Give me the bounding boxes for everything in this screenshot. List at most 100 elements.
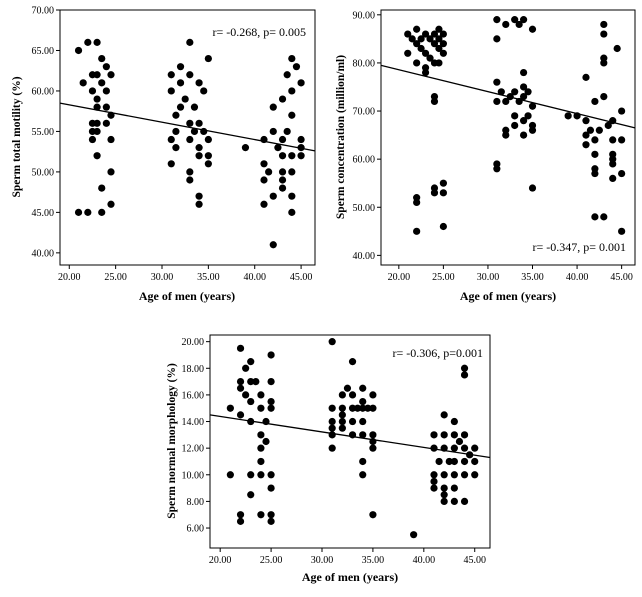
data-point <box>604 121 612 130</box>
data-point <box>519 16 528 24</box>
data-point <box>88 87 97 95</box>
data-point <box>98 54 106 63</box>
correlation-annotation: r= -0.306, p=0.001 <box>392 346 483 360</box>
data-point <box>260 135 268 144</box>
data-point <box>440 471 448 479</box>
data-point <box>186 71 194 79</box>
data-point <box>288 54 296 63</box>
data-point <box>524 112 532 120</box>
data-point <box>435 59 443 67</box>
x-axis-label: Age of men (years) <box>460 289 556 303</box>
data-point <box>430 30 439 38</box>
data-point <box>460 371 469 379</box>
y-tick-label: 20.00 <box>182 337 205 348</box>
data-point <box>439 40 447 48</box>
data-point <box>195 119 203 127</box>
data-point <box>430 477 438 486</box>
plot-frame <box>209 334 491 549</box>
data-point <box>591 213 599 221</box>
data-point <box>618 136 626 144</box>
data-point <box>265 168 273 176</box>
x-tick-label: 45.00 <box>610 272 633 283</box>
data-point <box>283 127 291 136</box>
data-point <box>613 44 621 53</box>
data-point <box>460 444 469 452</box>
chart-panel-motility: 20.00 25.00 30.00 35.00 40.00 45.00 40.00 45.00… <box>11 6 316 303</box>
data-point <box>435 44 443 53</box>
data-point <box>609 160 617 168</box>
data-point <box>430 189 439 197</box>
data-point <box>98 208 106 216</box>
data-point <box>278 95 287 103</box>
tick-layer: 20.00 25.00 30.00 35.00 40.00 45.00 40.00 45.00… <box>32 6 313 284</box>
data-point <box>519 117 528 125</box>
chart-panel-concentration: 20.00 25.00 30.00 35.00 40.00 45.00 40.00 50.00… <box>335 9 636 303</box>
data-point <box>267 517 275 525</box>
points-layer <box>404 16 626 235</box>
y-tick-label: 40.00 <box>353 251 376 262</box>
chart-panel-morphology: 20.00 25.00 30.00 35.00 40.00 45.00 6.00 8.00 10… <box>166 334 491 584</box>
data-point <box>573 112 581 120</box>
data-point <box>410 531 418 539</box>
data-point <box>102 87 110 95</box>
x-tick-label: 20.00 <box>58 272 81 283</box>
data-point <box>439 30 447 38</box>
data-point <box>359 397 367 406</box>
data-point <box>506 93 514 101</box>
data-point <box>195 200 203 208</box>
data-point <box>204 152 212 160</box>
y-tick-label: 45.00 <box>32 208 55 219</box>
data-point <box>190 127 199 136</box>
data-point <box>460 431 469 439</box>
data-point <box>430 444 438 452</box>
data-point <box>176 103 185 111</box>
data-point <box>348 404 357 412</box>
data-point <box>369 437 377 446</box>
data-point <box>421 49 430 57</box>
x-tick-label: 20.00 <box>388 272 411 283</box>
data-point <box>338 417 346 426</box>
data-point <box>354 404 362 412</box>
data-point <box>107 200 115 208</box>
data-point <box>430 471 438 479</box>
data-point <box>176 79 185 87</box>
data-point <box>204 54 212 63</box>
data-point <box>278 135 287 144</box>
data-point <box>269 103 277 111</box>
data-point <box>107 71 115 79</box>
x-axis-label: Age of men (years) <box>302 570 398 584</box>
data-point <box>471 444 479 452</box>
data-point <box>413 40 421 48</box>
data-point <box>564 112 572 120</box>
data-point <box>167 71 175 79</box>
data-point <box>278 152 287 160</box>
data-point <box>107 168 115 176</box>
data-point <box>524 88 532 96</box>
points-layer <box>74 38 305 249</box>
data-point <box>519 131 528 139</box>
data-point <box>204 135 212 144</box>
data-point <box>359 417 367 426</box>
data-point <box>591 169 599 178</box>
data-point <box>236 384 245 392</box>
y-tick-label: 60.00 <box>32 86 55 97</box>
y-tick-label: 50.00 <box>353 203 376 214</box>
data-point <box>288 152 296 160</box>
data-point <box>586 126 595 134</box>
data-point <box>102 63 110 71</box>
data-point <box>257 471 265 479</box>
data-point <box>528 126 537 134</box>
data-point <box>528 184 537 192</box>
data-point <box>413 227 421 235</box>
data-point <box>460 457 469 466</box>
data-point <box>262 437 270 446</box>
data-point <box>269 241 277 249</box>
data-point <box>450 444 458 452</box>
data-point <box>348 358 357 366</box>
x-tick-label: 30.00 <box>477 272 500 283</box>
data-point <box>515 97 523 106</box>
data-point <box>278 168 287 176</box>
data-point <box>267 377 275 386</box>
data-point <box>369 444 377 452</box>
